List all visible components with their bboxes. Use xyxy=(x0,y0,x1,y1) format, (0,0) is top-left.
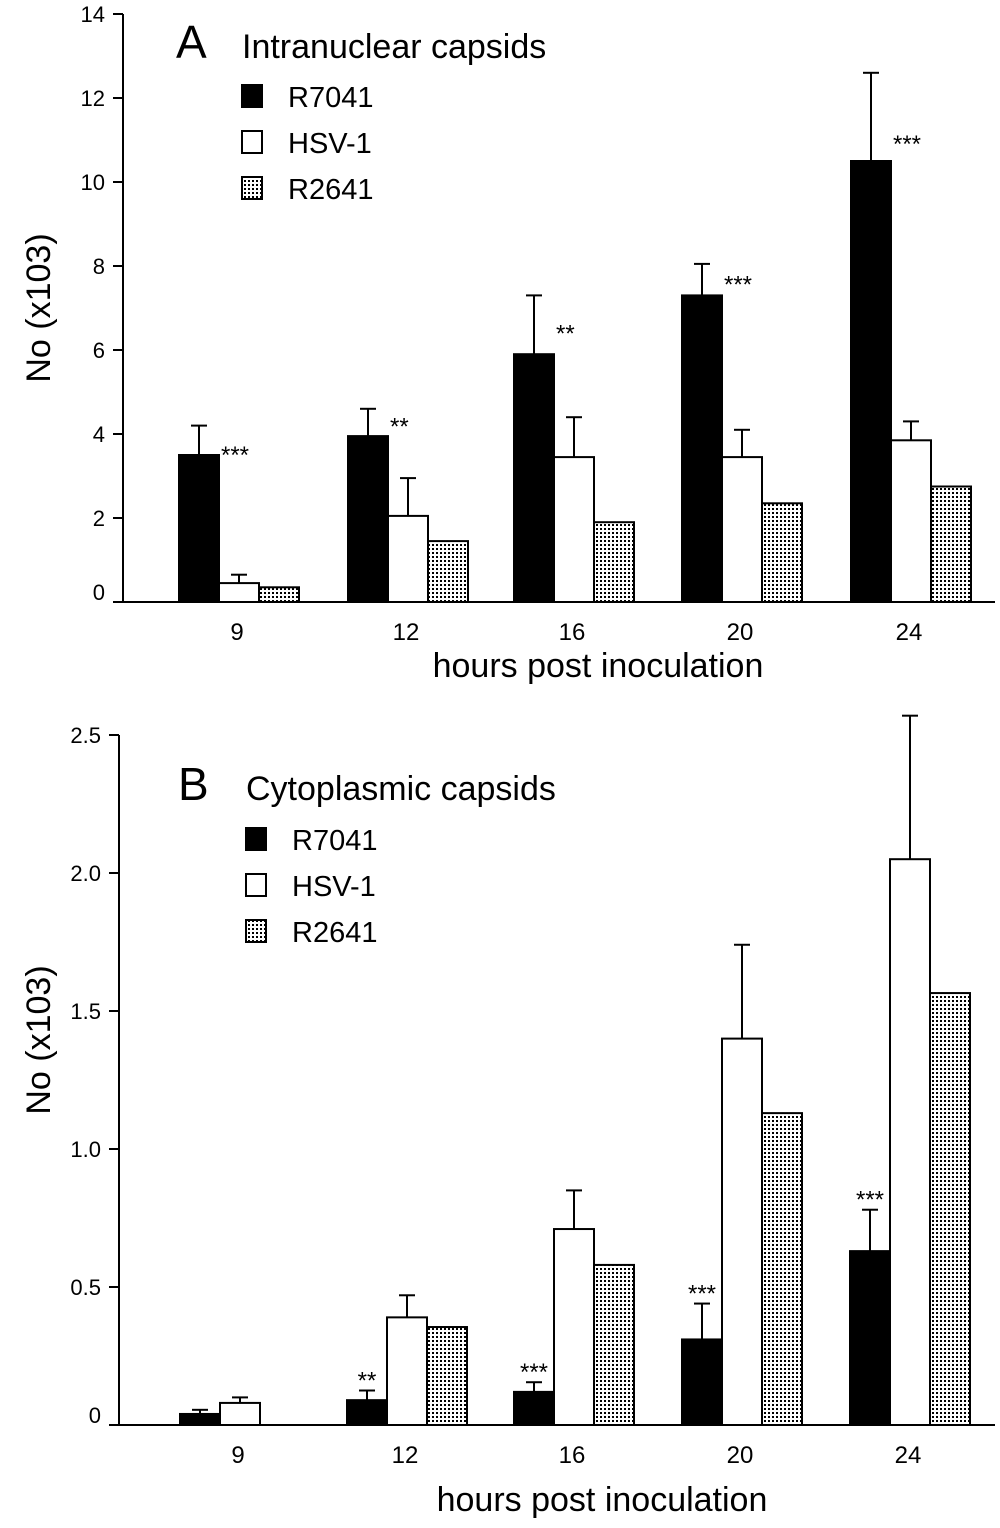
bar-r7041-16 xyxy=(513,353,555,604)
chart-title: Intranuclear capsids xyxy=(242,28,546,66)
bar-r7041-16 xyxy=(513,1390,555,1427)
bar-r7041-9 xyxy=(179,1412,221,1426)
legend-swatch-hsv-1 xyxy=(245,873,267,897)
bar-r7041-24 xyxy=(849,1250,891,1426)
y-tick-label: 10 xyxy=(81,170,105,195)
bar-r2641-24 xyxy=(929,992,971,1426)
bar-r7041-20 xyxy=(681,1338,723,1426)
y-tick-label: 8 xyxy=(93,254,105,279)
y-tick-label: 0.5 xyxy=(70,1275,101,1300)
bar-hsv-1-12 xyxy=(387,514,429,604)
x-tick-label: 16 xyxy=(559,1442,586,1469)
bar-hsv-1-16 xyxy=(553,456,595,603)
y-tick-label: 2 xyxy=(93,506,105,531)
legend-label: R7041 xyxy=(288,82,373,114)
legend-label: R2641 xyxy=(288,174,373,206)
x-tick-label: 16 xyxy=(559,619,586,646)
x-tick-label: 24 xyxy=(896,619,923,646)
x-axis-label: hours post inoculation xyxy=(437,1481,768,1519)
panel-letter: A xyxy=(176,16,207,68)
legend-swatch-r2641 xyxy=(241,176,263,200)
legend-swatch-hsv-1 xyxy=(241,130,263,154)
bar-r7041-12 xyxy=(347,435,389,603)
legend: R7041 HSV-1 R2641 xyxy=(245,825,377,949)
y-tick-label: 0 xyxy=(93,580,105,605)
significance-marker: ** xyxy=(556,321,575,348)
bar-hsv-1-24 xyxy=(890,439,932,603)
significance-marker: *** xyxy=(688,1281,716,1308)
significance-marker: *** xyxy=(221,442,249,469)
y-axis-label: No (x103) xyxy=(20,965,58,1114)
bar-hsv-1-20 xyxy=(721,456,763,603)
y-tick-label: 6 xyxy=(93,338,105,363)
legend: R7041 HSV-1 R2641 xyxy=(241,82,373,206)
legend-label: HSV-1 xyxy=(292,871,376,903)
bar-r2641-12 xyxy=(427,540,469,603)
bar-r2641-9 xyxy=(258,586,300,603)
panel-letter: B xyxy=(178,758,209,810)
y-tick-label: 1.5 xyxy=(70,999,101,1024)
y-tick-label: 2.5 xyxy=(70,723,101,748)
legend-swatch-r7041 xyxy=(245,827,267,851)
legend-swatch-r7041 xyxy=(241,84,263,108)
x-tick-label: 20 xyxy=(727,619,754,646)
bar-hsv-1-9 xyxy=(218,582,260,603)
y-tick-label: 4 xyxy=(93,422,105,447)
x-tick-label: 9 xyxy=(230,619,243,646)
chart-title: Cytoplasmic capsids xyxy=(246,770,556,808)
legend-label: R2641 xyxy=(292,917,377,949)
y-tick-label: 12 xyxy=(81,86,105,111)
legend-label: R7041 xyxy=(292,825,377,857)
bar-r2641-20 xyxy=(761,1112,803,1426)
x-tick-label: 12 xyxy=(393,619,420,646)
bar-hsv-1-24 xyxy=(889,858,931,1426)
significance-marker: *** xyxy=(893,131,921,158)
bar-r2641-20 xyxy=(761,502,803,603)
y-axis-label: No (x103) xyxy=(20,233,58,382)
y-tick-label: 14 xyxy=(81,2,105,27)
chart-panel-b: 0 0.5 1.0 1.5 2.0 2.5 9 ** 12 *** 16 *** 20 *** 24 B Cyt… xyxy=(20,714,995,1519)
bar-r7041-24 xyxy=(850,160,892,603)
bar-r7041-20 xyxy=(681,294,723,603)
y-tick-label: 0 xyxy=(89,1403,101,1428)
bar-r7041-9 xyxy=(178,454,220,603)
x-tick-label: 12 xyxy=(392,1442,419,1469)
bar-r2641-12 xyxy=(426,1326,468,1427)
significance-marker: *** xyxy=(856,1187,884,1214)
y-tick-label: 2.0 xyxy=(70,861,101,886)
bar-hsv-1-9 xyxy=(219,1401,261,1427)
bar-hsv-1-20 xyxy=(721,1037,763,1426)
y-tick-label: 1.0 xyxy=(70,1137,101,1162)
legend-swatch-r2641 xyxy=(245,919,267,943)
bar-r2641-16 xyxy=(593,521,635,604)
legend-label: HSV-1 xyxy=(288,128,372,160)
bar-r7041-12 xyxy=(346,1399,388,1427)
x-tick-label: 24 xyxy=(895,1442,922,1469)
significance-marker: *** xyxy=(520,1359,548,1386)
x-axis-label: hours post inoculation xyxy=(433,647,764,685)
significance-marker: ** xyxy=(390,414,409,441)
x-tick-label: 9 xyxy=(231,1442,244,1469)
bar-r2641-24 xyxy=(930,485,972,603)
x-tick-label: 20 xyxy=(727,1442,754,1469)
significance-marker: *** xyxy=(724,271,752,298)
bar-hsv-1-16 xyxy=(553,1228,595,1427)
significance-marker: ** xyxy=(358,1368,377,1395)
bar-hsv-1-12 xyxy=(386,1316,428,1426)
bar-r2641-16 xyxy=(593,1263,635,1427)
